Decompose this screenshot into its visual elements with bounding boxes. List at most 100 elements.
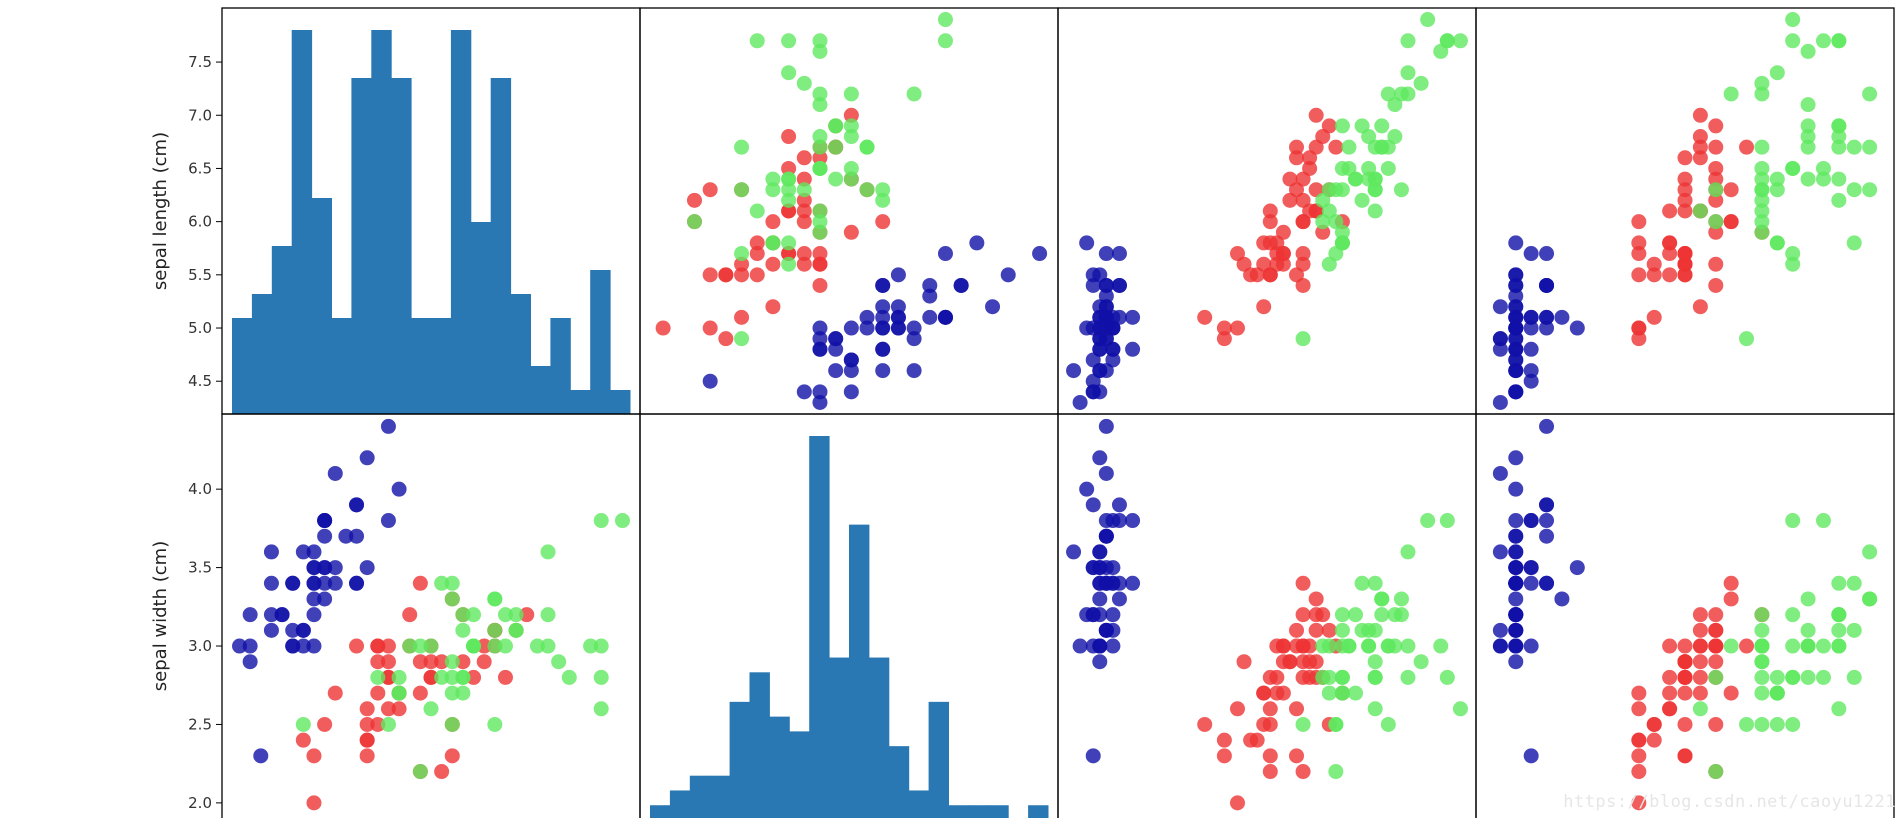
point-setosa (263, 607, 279, 623)
panel-sepal_length-vs-sepal_length (232, 30, 631, 414)
point-setosa (380, 418, 396, 434)
point-versicolor (1631, 320, 1647, 336)
point-virginica (508, 607, 524, 623)
point-setosa (1111, 246, 1127, 262)
point-virginica (812, 33, 828, 49)
point-virginica (1708, 764, 1724, 780)
point-setosa (1569, 560, 1585, 576)
point-virginica (1754, 638, 1770, 654)
point-versicolor (765, 214, 781, 230)
point-virginica (734, 246, 750, 262)
point-virginica (796, 75, 812, 91)
point-virginica (487, 638, 503, 654)
point-setosa (1508, 277, 1524, 293)
point-virginica (1754, 192, 1770, 208)
point-virginica (1692, 701, 1708, 717)
point-virginica (1831, 192, 1847, 208)
point-virginica (1815, 669, 1831, 685)
hist-bar-sepal_length-17 (570, 390, 591, 414)
point-setosa (1508, 309, 1524, 325)
point-setosa (1523, 513, 1539, 529)
point-virginica (402, 638, 418, 654)
point-virginica (1334, 669, 1350, 685)
point-virginica (1708, 182, 1724, 198)
point-setosa (317, 560, 333, 576)
hist-bar-sepal_width-11 (868, 657, 890, 818)
point-setosa (1092, 654, 1108, 670)
point-virginica (1361, 638, 1377, 654)
point-setosa (1098, 465, 1114, 481)
point-versicolor (702, 182, 718, 198)
point-versicolor (1289, 267, 1305, 283)
point-versicolor (1692, 150, 1708, 166)
point-virginica (391, 669, 407, 685)
point-setosa (1523, 309, 1539, 325)
point-versicolor (781, 160, 797, 176)
point-versicolor (370, 716, 386, 732)
point-setosa (859, 320, 875, 336)
point-virginica (1785, 638, 1801, 654)
hist-bar-sepal_length-1 (251, 294, 273, 414)
point-setosa (1098, 418, 1114, 434)
point-versicolor (1295, 607, 1311, 623)
point-versicolor (1308, 591, 1324, 607)
point-virginica (529, 638, 545, 654)
point-versicolor (749, 267, 765, 283)
point-versicolor (1662, 246, 1678, 262)
point-virginica (1387, 607, 1403, 623)
point-versicolor (1723, 214, 1739, 230)
point-versicolor (796, 214, 812, 230)
point-setosa (1539, 246, 1555, 262)
watermark-text: https://blog.csdn.net/caoyu1221 (1563, 792, 1896, 812)
point-virginica (1452, 33, 1468, 49)
point-virginica (370, 669, 386, 685)
point-virginica (1341, 160, 1357, 176)
hist-bar-sepal_width-16 (968, 805, 989, 818)
point-virginica (1800, 638, 1816, 654)
point-versicolor (1243, 267, 1259, 283)
point-setosa (890, 299, 906, 315)
point-setosa (1492, 638, 1508, 654)
point-virginica (1769, 65, 1785, 81)
point-virginica (1800, 118, 1816, 134)
point-virginica (1754, 182, 1770, 198)
hist-bar-sepal_width-19 (1028, 805, 1049, 818)
point-virginica (906, 86, 922, 102)
point-setosa (906, 320, 922, 336)
point-setosa (317, 591, 333, 607)
point-virginica (1754, 160, 1770, 176)
hist-bar-sepal_length-19 (610, 390, 631, 414)
point-versicolor (1197, 716, 1213, 732)
point-setosa (1554, 591, 1570, 607)
point-virginica (1739, 716, 1755, 732)
point-setosa (1105, 320, 1121, 336)
point-virginica (466, 607, 482, 623)
panel-sepal_length-vs-sepal_width (655, 12, 1048, 410)
point-virginica (781, 182, 797, 198)
point-virginica (843, 171, 859, 187)
point-setosa (295, 544, 311, 560)
point-setosa (338, 528, 354, 544)
point-versicolor (1216, 320, 1232, 336)
point-setosa (1092, 341, 1108, 357)
point-virginica (1846, 575, 1862, 591)
hist-bar-sepal_length-4 (311, 198, 332, 414)
point-versicolor (1631, 331, 1647, 347)
hist-bar-sepal_width-1 (669, 790, 691, 818)
point-versicolor (402, 607, 418, 623)
hist-bar-sepal_length-0 (232, 318, 253, 414)
point-setosa (812, 394, 828, 410)
point-versicolor (1662, 669, 1678, 685)
point-versicolor (1262, 764, 1278, 780)
point-setosa (1508, 331, 1524, 347)
point-virginica (1367, 654, 1383, 670)
point-versicolor (1315, 224, 1331, 240)
point-versicolor (1692, 607, 1708, 623)
point-versicolor (1631, 235, 1647, 251)
point-setosa (1508, 267, 1524, 283)
hist-bar-sepal_length-6 (351, 78, 372, 414)
point-versicolor (1646, 256, 1662, 272)
point-versicolor (466, 669, 482, 685)
point-setosa (1098, 246, 1114, 262)
point-versicolor (1692, 669, 1708, 685)
